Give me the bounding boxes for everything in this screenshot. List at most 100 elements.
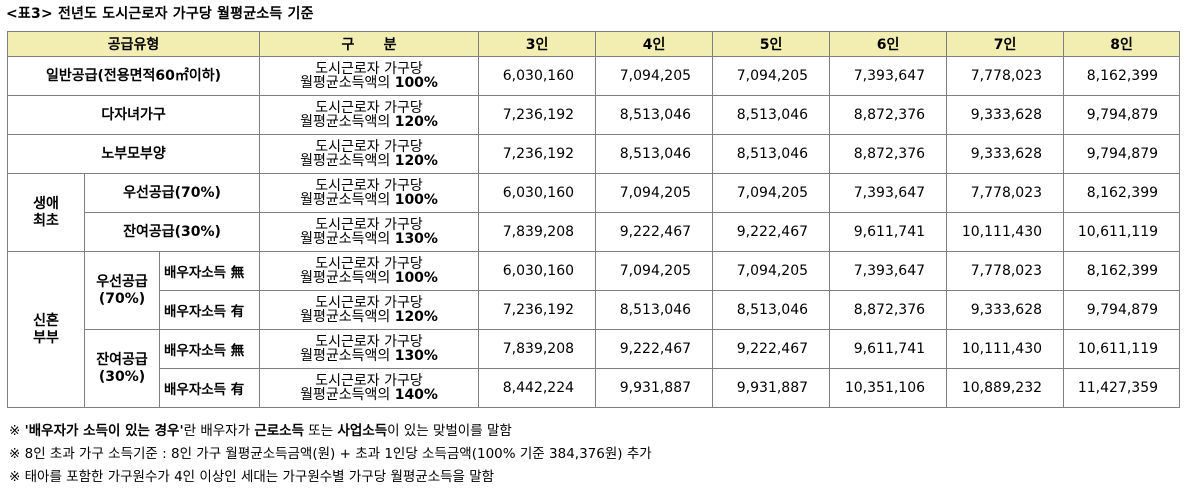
income-value-3p: 8,442,224 [478, 368, 597, 408]
label-elderly: 노부모부양 [6, 134, 261, 174]
criteria-line-1: 도시근로자 가구당 [315, 139, 423, 155]
income-value-5p: 8,513,046 [712, 95, 831, 135]
label-multichild: 다자녀가구 [6, 95, 261, 135]
footnote-2: ※ 8인 초과 가구 소득기준 : 8인 가구 월평균소득금액(원) + 초과 … [9, 446, 652, 462]
income-value-7p: 7,778,023 [946, 173, 1065, 213]
criteria-description: 도시근로자 가구당 월평균소득액의 100% [259, 173, 480, 213]
income-percentage: 120% [394, 153, 438, 169]
income-value-3p: 7,839,208 [478, 212, 597, 252]
income-value-7p: 10,889,232 [946, 368, 1065, 408]
income-value-5p: 9,931,887 [712, 368, 831, 408]
income-value-4p: 9,222,467 [595, 212, 714, 252]
income-value-8p: 10,611,119 [1063, 329, 1181, 369]
income-value-5p: 7,094,205 [712, 56, 831, 96]
criteria-description: 도시근로자 가구당 월평균소득액의 130% [259, 329, 480, 369]
note-text: 란 배우자가 [183, 423, 251, 439]
income-value-7p: 9,333,628 [946, 95, 1065, 135]
table-row: 배우자소득 有 도시근로자 가구당 월평균소득액의 140% 8,442,224 9,… [8, 368, 1181, 408]
header-col-8: 8인 [1063, 31, 1181, 57]
criteria-description: 도시근로자 가구당 월평균소득액의 130% [259, 212, 480, 252]
income-value-8p: 8,162,399 [1063, 173, 1181, 213]
income-value-7p: 7,778,023 [946, 56, 1065, 96]
note-bold-phrase: '배우자가 소득이 있는 경우' [24, 423, 184, 439]
note-bold-phrase: 사업소득 [337, 423, 388, 439]
label-spouse-has: 배우자소득 有 [158, 290, 261, 330]
income-value-6p: 7,393,647 [829, 56, 948, 96]
income-value-3p: 7,236,192 [478, 290, 597, 330]
criteria-text: 월평균소득액의 [300, 348, 391, 364]
income-value-5p: 9,222,467 [712, 212, 831, 252]
income-value-5p: 8,513,046 [712, 290, 831, 330]
table-row: 잔여공급 (30%) 배우자소득 無 도시근로자 가구당 월평균소득액의 130%… [8, 329, 1181, 408]
criteria-text: 월평균소득액의 [300, 192, 391, 208]
income-value-3p: 7,236,192 [478, 95, 597, 135]
criteria-text: 월평균소득액의 [300, 231, 391, 247]
criteria-line-2: 월평균소득액의 140% [260, 388, 478, 402]
income-value-4p: 9,222,467 [595, 329, 714, 369]
note-text: 이 있는 맞벌이를 말함 [387, 423, 512, 439]
footnote-3: ※ 태아를 포함한 가구원수가 4인 이상인 세대는 가구원수별 가구당 월평균… [9, 469, 495, 485]
income-percentage: 130% [394, 231, 438, 247]
income-percentage: 100% [394, 75, 438, 91]
income-value-3p: 7,839,208 [478, 329, 597, 369]
income-percentage: 140% [394, 387, 438, 403]
criteria-description: 도시근로자 가구당 월평균소득액의 120% [259, 134, 480, 174]
income-value-8p: 8,162,399 [1063, 251, 1181, 291]
table-row: 신혼부부 우선공급 (70%) 배우자소득 無 도시근로자 가구당 월평균소득액의… [7, 251, 1181, 408]
note-text: 또는 [308, 423, 334, 439]
table-row: 생애최초 우선공급(70%) 도시근로자 가구당 월평균소득액의 100% 6,03… [7, 173, 1181, 252]
income-value-3p: 6,030,160 [478, 173, 597, 213]
label-first-priority: 우선공급(70%) [83, 173, 261, 213]
criteria-line-1: 도시근로자 가구당 [315, 61, 423, 77]
criteria-line-2: 월평균소득액의 130% [260, 232, 478, 246]
header-col-5: 5인 [712, 31, 831, 57]
income-value-5p: 9,222,467 [712, 329, 831, 369]
income-value-8p: 9,794,879 [1063, 95, 1181, 135]
criteria-description: 도시근로자 가구당 월평균소득액의 120% [259, 290, 480, 330]
income-value-3p: 7,236,192 [478, 134, 597, 174]
income-table: 공급유형 구 분 3인 4인 5인 6인 7인 8인 일반공급(전용면적60㎡이… [6, 31, 1181, 408]
income-value-4p: 8,513,046 [595, 95, 714, 135]
income-value-8p: 11,427,359 [1063, 368, 1181, 408]
group-first-time: 생애최초 [7, 173, 85, 252]
income-value-8p: 9,794,879 [1063, 134, 1181, 174]
criteria-line-1: 도시근로자 가구당 [315, 295, 423, 311]
income-value-6p: 7,393,647 [829, 173, 948, 213]
income-value-6p: 9,611,741 [829, 329, 948, 369]
group-first-time-label: 생애최초 [33, 195, 59, 229]
criteria-line-1: 도시근로자 가구당 [315, 100, 423, 116]
income-value-4p: 9,931,887 [595, 368, 714, 408]
criteria-line-1: 도시근로자 가구당 [315, 256, 423, 272]
footnotes: ※ '배우자가 소득이 있는 경우'란 배우자가 근로소득 또는 사업소득이 있… [9, 420, 652, 489]
criteria-text: 월평균소득액의 [300, 387, 391, 403]
income-value-8p: 8,162,399 [1063, 56, 1181, 96]
income-value-5p: 7,094,205 [712, 173, 831, 213]
header-col-7: 7인 [946, 31, 1065, 57]
criteria-line-1: 도시근로자 가구당 [315, 217, 423, 233]
table-row: 잔여공급(30%) 도시근로자 가구당 월평균소득액의 130% 7,839,208… [8, 212, 1181, 252]
income-value-4p: 8,513,046 [595, 134, 714, 174]
income-value-4p: 7,094,205 [595, 251, 714, 291]
income-value-4p: 7,094,205 [595, 173, 714, 213]
income-value-5p: 7,094,205 [712, 251, 831, 291]
income-value-7p: 7,778,023 [946, 251, 1065, 291]
criteria-line-2: 월평균소득액의 100% [260, 193, 478, 207]
header-col-3: 3인 [478, 31, 597, 57]
criteria-description: 도시근로자 가구당 월평균소득액의 120% [259, 95, 480, 135]
criteria-line-1: 도시근로자 가구당 [315, 334, 423, 350]
header-division: 구 분 [259, 31, 480, 57]
group-newlywed: 신혼부부 [7, 251, 85, 408]
income-percentage: 100% [394, 192, 438, 208]
income-value-7p: 10,111,430 [946, 212, 1065, 252]
criteria-description: 도시근로자 가구당 월평균소득액의 100% [259, 251, 480, 291]
criteria-line-2: 월평균소득액의 100% [260, 271, 478, 285]
criteria-description: 도시근로자 가구당 월평균소득액의 140% [259, 368, 480, 408]
label-spouse-none: 배우자소득 無 [158, 251, 261, 291]
header-col-6: 6인 [829, 31, 948, 57]
header-col-4: 4인 [595, 31, 714, 57]
criteria-line-2: 월평균소득액의 130% [260, 349, 478, 363]
label-first-remaining: 잔여공급(30%) [83, 212, 261, 252]
income-value-4p: 8,513,046 [595, 290, 714, 330]
label-spouse-none: 배우자소득 無 [158, 329, 261, 369]
income-value-5p: 8,513,046 [712, 134, 831, 174]
